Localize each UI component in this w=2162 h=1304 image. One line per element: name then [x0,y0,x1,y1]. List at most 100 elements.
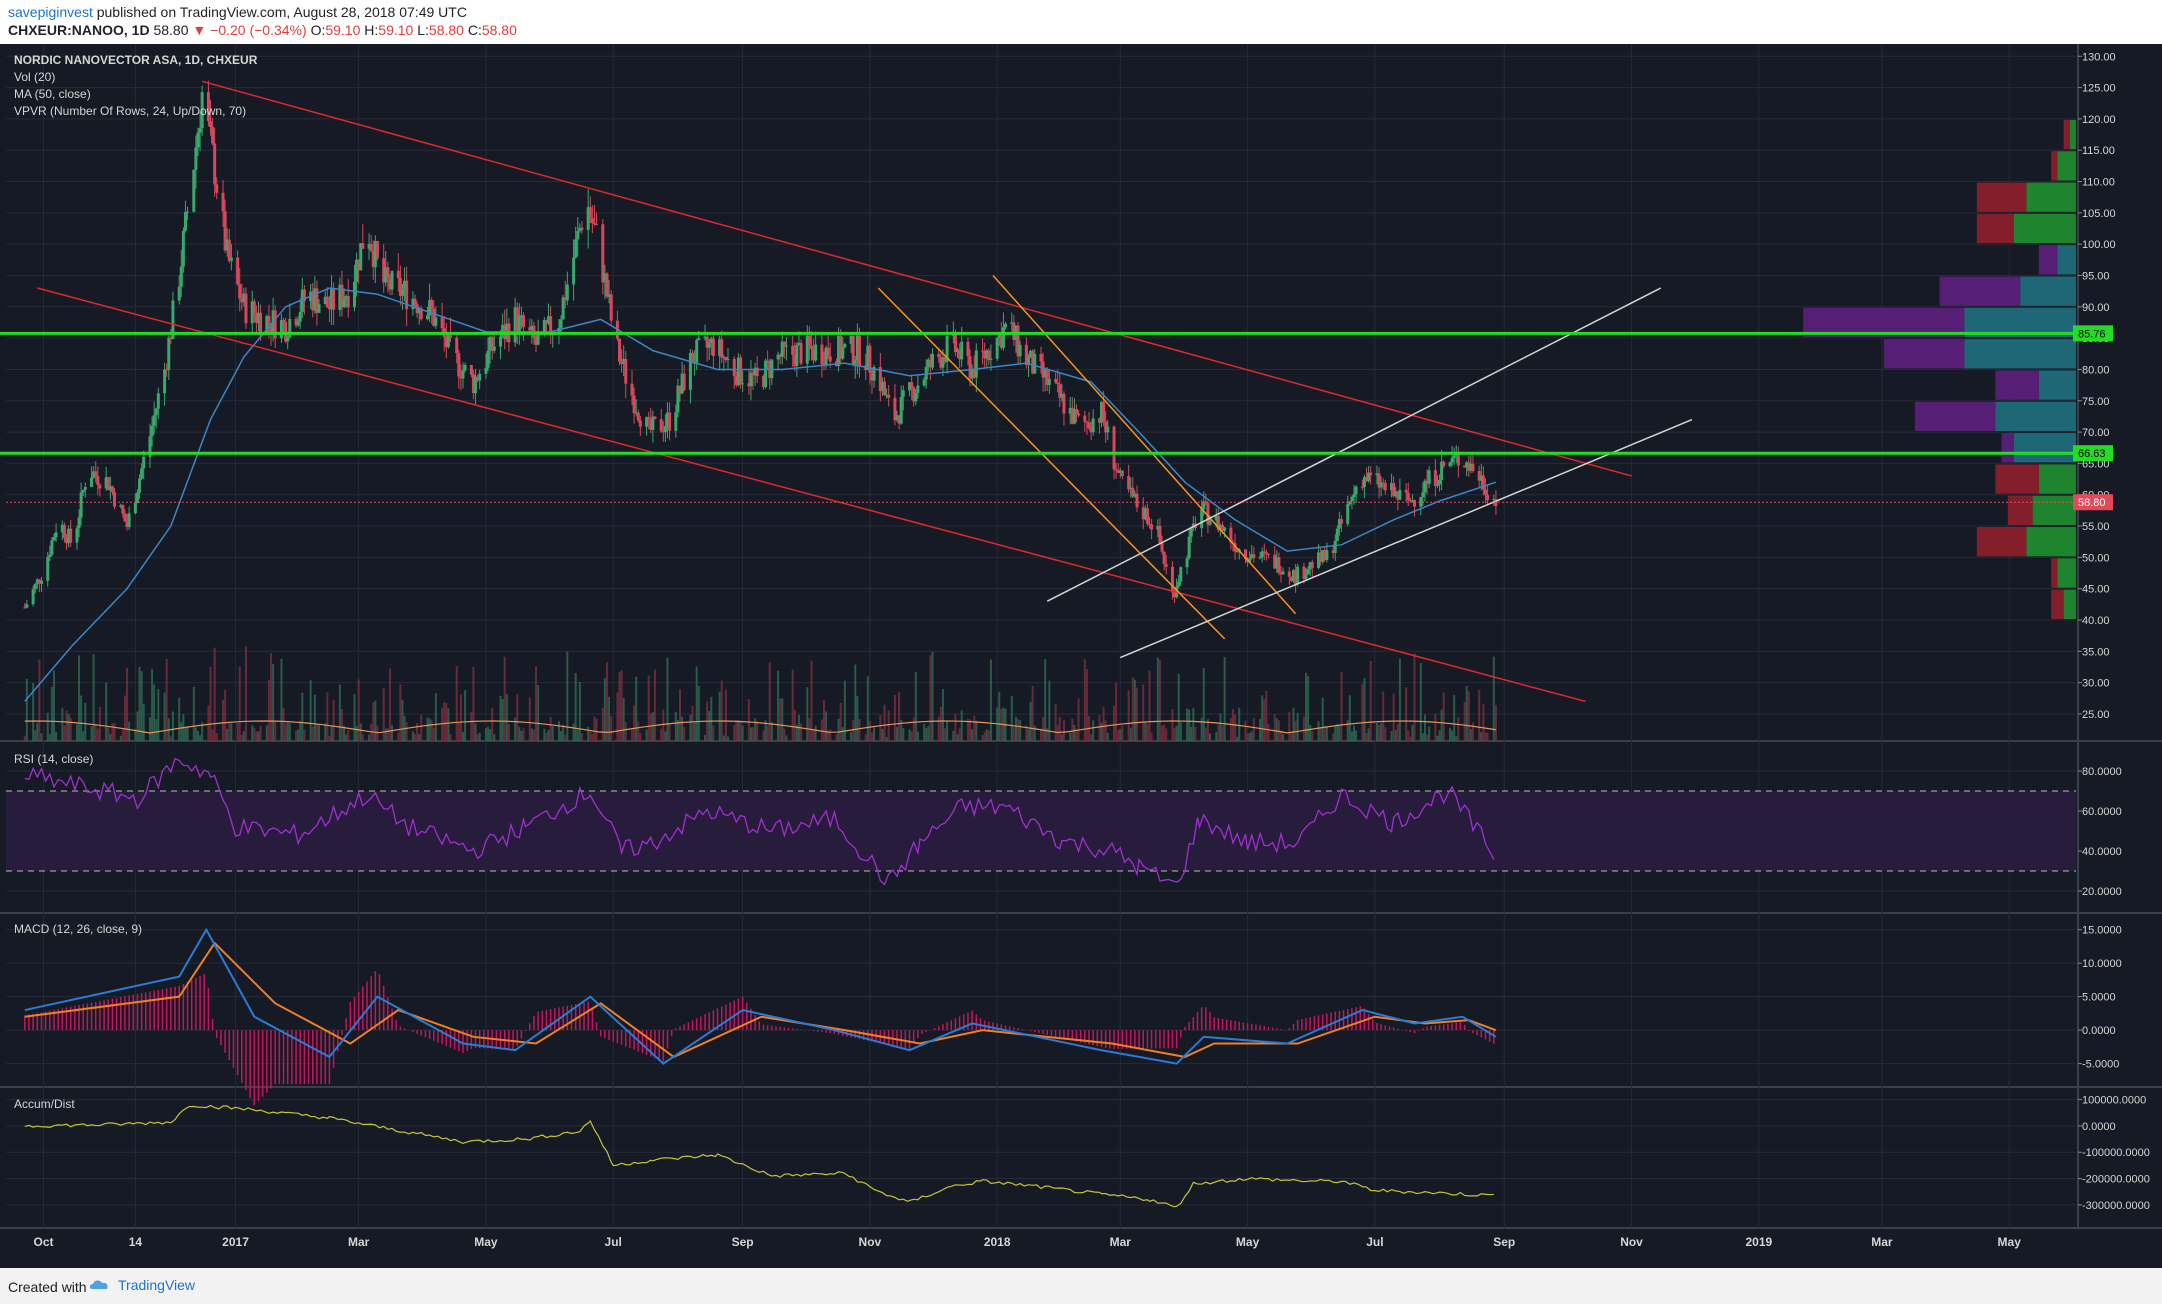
candle-body [1026,357,1030,366]
rsi-tick-label: 80.0000 [2082,766,2122,778]
volume-bar [386,728,389,741]
volume-bar [311,726,314,741]
author-link[interactable]: savepiginvest [8,4,93,20]
candle-body [945,335,949,362]
candle-body [1350,496,1354,502]
candle-body [676,385,680,413]
candle-body [31,589,35,605]
candle-body [843,343,847,348]
candle-body [617,338,621,362]
candle-body [490,337,494,351]
volume-bar [879,715,882,741]
volume-bar [800,723,803,741]
volume-bar [1075,728,1078,741]
accum-tick-label: 100000.0000 [2082,1095,2146,1107]
volume-bar [868,720,871,741]
volume-bar [726,736,729,741]
candle-body [501,324,505,337]
volume-bar [987,730,990,741]
volume-bar [38,659,41,741]
volume-bar [885,736,888,741]
candle-body [1354,486,1358,495]
volume-bar [1363,678,1366,741]
candle-body [215,184,219,193]
volume-bar [966,718,969,741]
volume-bar [695,666,698,741]
volume-bar [155,719,158,741]
vpvr-down-bar [2001,433,2014,463]
vpvr-down-bar [2038,245,2058,275]
volume-bar [530,728,533,741]
legend-macd: MACD (12, 26, close, 9) [14,922,142,936]
candle-body [1452,455,1456,458]
volume-bar [1413,653,1416,741]
candle-body [1477,471,1481,481]
vpvr-down-bar [1939,276,2021,306]
volume-bar [1467,691,1470,741]
volume-bar [309,680,312,741]
candle-body [1191,523,1195,528]
volume-bar [1302,716,1305,741]
volume-bar [267,679,270,741]
candle-body [1321,550,1325,562]
volume-bar [1073,725,1076,741]
candle-body [1266,553,1270,555]
volume-bar [718,691,721,741]
candle-body [474,376,478,394]
candle-body [37,579,41,584]
candle-body [624,358,628,384]
candle-body [1173,592,1177,598]
volume-bar [1042,716,1045,741]
volume-bar [668,724,671,741]
volume-bar [1348,695,1351,741]
candle-body [1362,477,1366,487]
volume-bar [989,659,992,741]
volume-bar [547,730,550,741]
candle-body [428,299,432,316]
macd-tick-label: 0.0000 [2082,1025,2116,1037]
candle-body [722,356,726,358]
candle-body [751,372,755,376]
volume-bar [952,730,955,741]
volume-bar [720,680,723,741]
volume-bar [1221,725,1224,741]
volume-bar [1294,720,1297,741]
volume-bar [142,703,145,741]
volume-bar [1215,731,1218,741]
volume-bar [297,729,300,741]
volume-bar [209,666,212,741]
volume-bar [1000,708,1003,741]
volume-bar [418,733,421,741]
volume-bar [207,705,210,741]
volume-bar [226,728,229,741]
y-tick-label: 25.00 [2082,709,2110,721]
candle-body [403,280,407,290]
volume-bar [128,721,131,741]
volume-bar [747,699,750,741]
volume-bar [192,686,195,741]
volume-bar [1398,658,1401,741]
candle-body [446,333,450,348]
volume-bar [50,686,53,741]
legend-vol: Vol (20) [14,70,55,84]
vpvr-up-bar [2057,245,2076,275]
candle-body [780,341,784,357]
candle-body [208,121,212,128]
candle-body [181,230,185,267]
volume-bar [1419,663,1422,741]
volume-bar [1292,707,1295,741]
chart-header: savepiginvest published on TradingView.c… [0,0,2162,44]
candle-body [941,357,945,368]
tradingview-link[interactable]: TradingView [88,1277,195,1293]
vpvr-up-bar [2026,527,2076,557]
candle-body [1252,554,1256,559]
candle-body [213,143,217,185]
chart-canvas[interactable]: 130.00 125.00 120.00 115.00 110.00 105.00 100.… [0,44,2162,1268]
candle-body [1056,382,1060,385]
candle-body [152,415,156,426]
vpvr-down-bar [1976,213,2014,244]
volume-bar [1317,721,1320,741]
y-tick-label: 65.00 [2082,458,2110,470]
volume-bar [111,723,114,741]
volume-bar [1382,691,1385,741]
